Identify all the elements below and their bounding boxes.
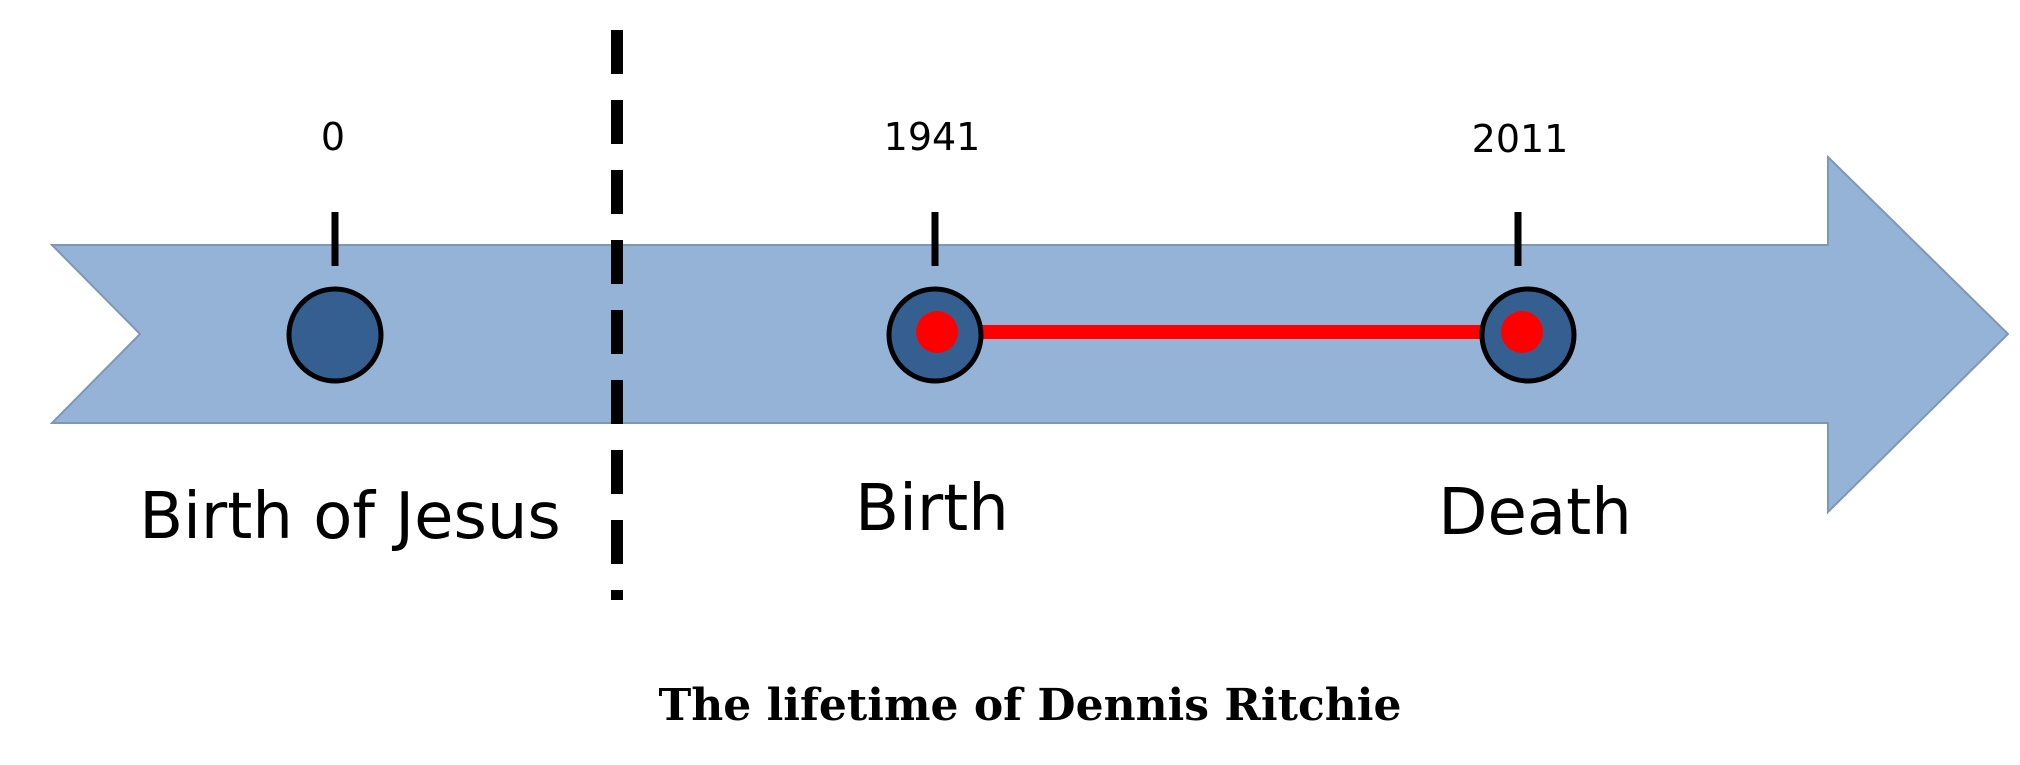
- event-label: Death: [1438, 476, 1632, 550]
- event-year-label: 1941: [884, 115, 981, 159]
- lifespan-end-dot: [1501, 311, 1543, 353]
- event-year-label: 2011: [1472, 117, 1569, 161]
- event-year-label: 0: [321, 115, 345, 159]
- figure-caption: The lifetime of Dennis Ritchie: [659, 680, 1402, 731]
- event-label: Birth of Jesus: [139, 480, 561, 554]
- event-marker: [289, 289, 381, 381]
- event-label: Birth: [855, 472, 1009, 546]
- lifespan-start-dot: [916, 311, 958, 353]
